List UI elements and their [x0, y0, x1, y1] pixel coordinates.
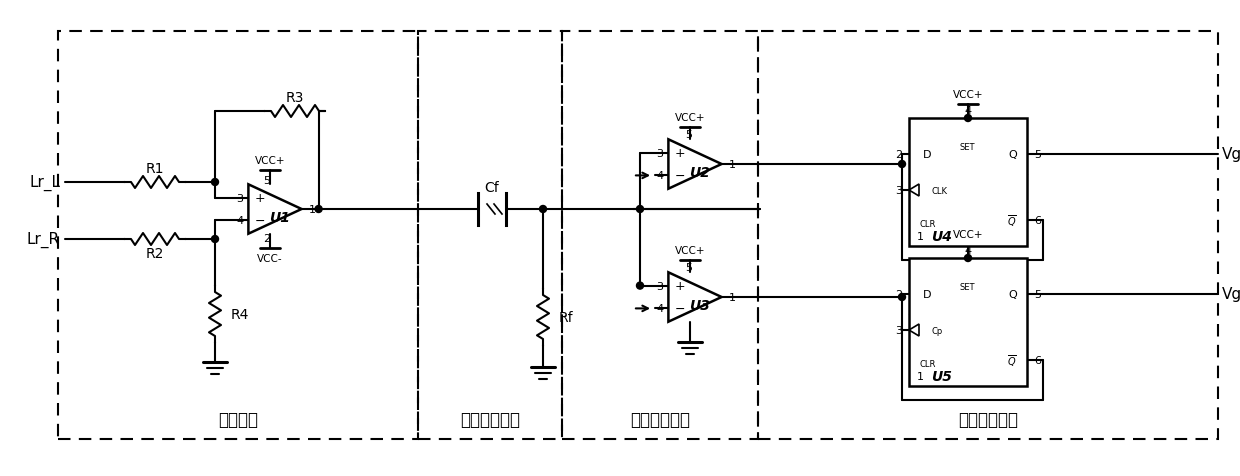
Text: +: + — [675, 147, 686, 160]
Text: CLR: CLR — [919, 220, 935, 229]
Text: 数字逻辑異路: 数字逻辑異路 — [959, 410, 1018, 428]
Text: VCC+: VCC+ — [952, 229, 983, 239]
Text: 6: 6 — [1034, 355, 1042, 365]
Text: 4: 4 — [656, 304, 663, 314]
Bar — [758, 32, 1218, 439]
Text: $\overline{Q}$: $\overline{Q}$ — [1007, 352, 1017, 368]
Bar — [58, 32, 418, 439]
Circle shape — [965, 255, 971, 262]
Text: 5: 5 — [1034, 289, 1042, 299]
Text: Lr_L: Lr_L — [29, 175, 60, 191]
Text: VCC+: VCC+ — [952, 90, 983, 100]
Text: 1: 1 — [918, 231, 924, 241]
Text: 4: 4 — [965, 106, 972, 116]
Circle shape — [212, 179, 218, 186]
Text: 1: 1 — [918, 371, 924, 381]
Text: CLR: CLR — [919, 360, 935, 369]
Text: Cf: Cf — [485, 180, 500, 195]
Text: D: D — [923, 149, 931, 159]
Text: 3: 3 — [895, 325, 901, 335]
Text: 5: 5 — [686, 263, 692, 273]
Text: Q: Q — [1008, 149, 1017, 159]
Text: U5: U5 — [931, 369, 952, 383]
Text: VCC-: VCC- — [257, 253, 283, 263]
Text: 2: 2 — [263, 233, 270, 243]
Bar — [909, 119, 1027, 247]
Text: VCC+: VCC+ — [675, 113, 706, 123]
Text: 4: 4 — [965, 246, 972, 256]
Text: +: + — [255, 192, 265, 205]
Circle shape — [899, 294, 905, 301]
Text: 5: 5 — [1034, 149, 1042, 159]
Text: R1: R1 — [146, 162, 164, 176]
Text: SET: SET — [959, 283, 975, 292]
Text: 3: 3 — [656, 149, 663, 158]
Text: VCC+: VCC+ — [675, 246, 706, 256]
Text: 4: 4 — [237, 216, 243, 226]
Text: Rf: Rf — [559, 310, 574, 324]
Text: R4: R4 — [231, 307, 249, 321]
Text: 5: 5 — [686, 130, 692, 140]
Text: R2: R2 — [146, 247, 164, 260]
Text: SET: SET — [959, 143, 975, 152]
Text: Lr_R: Lr_R — [27, 231, 60, 248]
Text: 5: 5 — [264, 176, 270, 186]
Text: 采样电路: 采样电路 — [218, 410, 258, 428]
Text: Vgs4: Vgs4 — [1221, 287, 1240, 302]
Text: 4: 4 — [656, 171, 663, 181]
Text: VCC+: VCC+ — [254, 156, 285, 166]
Circle shape — [899, 161, 905, 168]
Text: −: − — [675, 169, 686, 182]
Circle shape — [212, 236, 218, 243]
Circle shape — [636, 283, 644, 289]
Text: 整形锁存电路: 整形锁存电路 — [630, 410, 689, 428]
Circle shape — [965, 115, 971, 122]
Text: 6: 6 — [1034, 216, 1042, 226]
Text: U2: U2 — [688, 166, 709, 179]
Text: 2: 2 — [895, 149, 901, 159]
Text: Q: Q — [1008, 289, 1017, 299]
Text: 3: 3 — [237, 193, 243, 203]
Text: U1: U1 — [269, 210, 289, 225]
Circle shape — [636, 206, 644, 213]
Bar — [562, 32, 758, 439]
Bar — [418, 32, 562, 439]
Text: 1: 1 — [729, 159, 735, 169]
Text: U3: U3 — [688, 298, 709, 312]
Circle shape — [539, 206, 547, 213]
Text: U4: U4 — [931, 229, 952, 244]
Text: 1: 1 — [309, 205, 316, 215]
Text: 3: 3 — [895, 186, 901, 196]
Text: 波形提取电路: 波形提取电路 — [460, 410, 520, 428]
Circle shape — [315, 206, 322, 213]
Text: R3: R3 — [285, 91, 304, 105]
Text: D: D — [923, 289, 931, 299]
Text: +: + — [675, 279, 686, 292]
Text: −: − — [675, 302, 686, 315]
Text: Vgs3: Vgs3 — [1221, 147, 1240, 162]
Text: CLK: CLK — [931, 186, 947, 195]
Text: −: − — [255, 215, 265, 228]
Text: Cp: Cp — [931, 326, 942, 335]
Text: $\overline{Q}$: $\overline{Q}$ — [1007, 213, 1017, 228]
Text: 3: 3 — [656, 281, 663, 291]
Text: 2: 2 — [895, 289, 901, 299]
Text: 1: 1 — [729, 292, 735, 302]
Bar — [909, 258, 1027, 386]
